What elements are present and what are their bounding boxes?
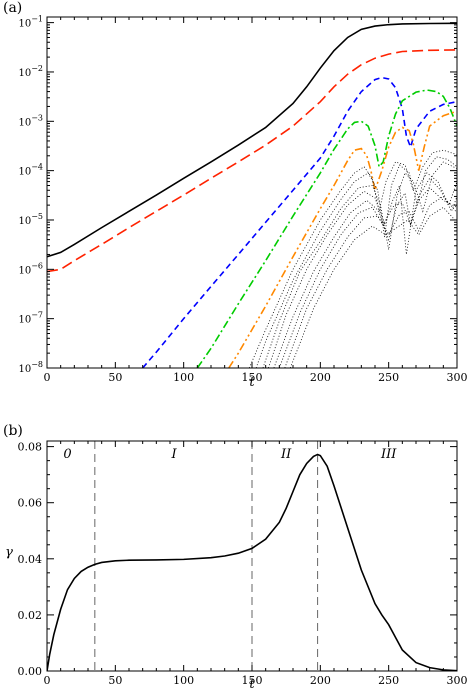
y-tick-label-a: 10−7: [18, 311, 43, 326]
series-line-a-1: [47, 49, 457, 273]
y-tick-label-a: 10−5: [18, 212, 43, 227]
x-tick-label-b: 0: [44, 674, 51, 687]
series-line-a-12: [289, 206, 457, 368]
series-line-a-7: [262, 161, 457, 368]
ticks-a: 0 50 100 150 200 250 300 10−8 10−7 10−6 10−5 10−4 10…: [18, 15, 467, 384]
x-tick-label-b: 200: [310, 674, 331, 687]
series-line-a-2: [142, 76, 457, 368]
y-tick-label-a: 10−2: [18, 64, 43, 79]
series-line-a-10: [278, 187, 457, 368]
x-axis-label-b: t: [249, 677, 255, 690]
x-tick-label-b: 150: [242, 674, 263, 687]
phase-label: 0: [63, 447, 71, 462]
series-line-a-3: [196, 89, 457, 368]
phase-label: I: [171, 447, 178, 462]
x-tick-label-b: 50: [108, 674, 122, 687]
series-line-a-8: [268, 172, 457, 368]
y-tick-label-a: 10−3: [18, 113, 43, 128]
series-line-a-5: [248, 149, 457, 368]
panel-a-label: (a): [3, 0, 22, 16]
x-tick-label-a: 250: [378, 371, 399, 384]
series-line-a-4: [228, 110, 457, 368]
y-axis-label-b: γ: [5, 545, 13, 560]
x-tick-label-a: 200: [310, 371, 331, 384]
gamma-curve-0: [47, 453, 457, 671]
y-tick-label-a: 10−8: [18, 360, 43, 375]
x-tick-label-b: 100: [173, 674, 194, 687]
series-line-a-9: [273, 177, 457, 368]
plot-area-b: [47, 441, 457, 671]
x-tick-label-a: 150: [242, 371, 263, 384]
x-axis-label-a: t: [249, 375, 255, 390]
y-tick-label-b: 0.00: [18, 665, 43, 678]
plot-area-a: [47, 22, 457, 368]
x-tick-label-b: 300: [447, 674, 468, 687]
x-tick-label-a: 300: [447, 371, 468, 384]
panel-b-label: (b): [3, 423, 23, 439]
x-tick-label-a: 0: [44, 371, 51, 384]
y-tick-label-a: 10−6: [18, 261, 43, 276]
x-tick-label-a: 100: [173, 371, 194, 384]
y-tick-label-b: 0.04: [18, 553, 43, 566]
y-tick-label-b: 0.02: [18, 609, 43, 622]
y-tick-label-a: 10−4: [18, 163, 43, 178]
panel-b: (b) 0 50 100 150 200 250 300 0.00 0.02 0.04 0.06 0.…: [3, 423, 468, 690]
axes-frame-a: [46, 16, 458, 369]
series-line-a-11: [284, 195, 457, 368]
x-tick-label-a: 50: [108, 371, 122, 384]
phase-label: II: [280, 447, 292, 462]
series-line-a-6: [255, 156, 457, 368]
x-tick-label-b: 250: [378, 674, 399, 687]
y-tick-label-b: 0.06: [18, 497, 43, 510]
ticks-b: 0 50 100 150 200 250 300 0.00 0.02 0.04 0.06 0.08: [18, 441, 468, 687]
phase-label: III: [380, 447, 397, 462]
series-line-a-0: [47, 22, 457, 258]
y-tick-label-a: 10−1: [18, 15, 43, 30]
y-tick-label-b: 0.08: [18, 441, 43, 454]
panel-a: (a) 0 50 100 150 200 250 300 10−8 10−7 10−6 10−5 10…: [3, 0, 468, 390]
